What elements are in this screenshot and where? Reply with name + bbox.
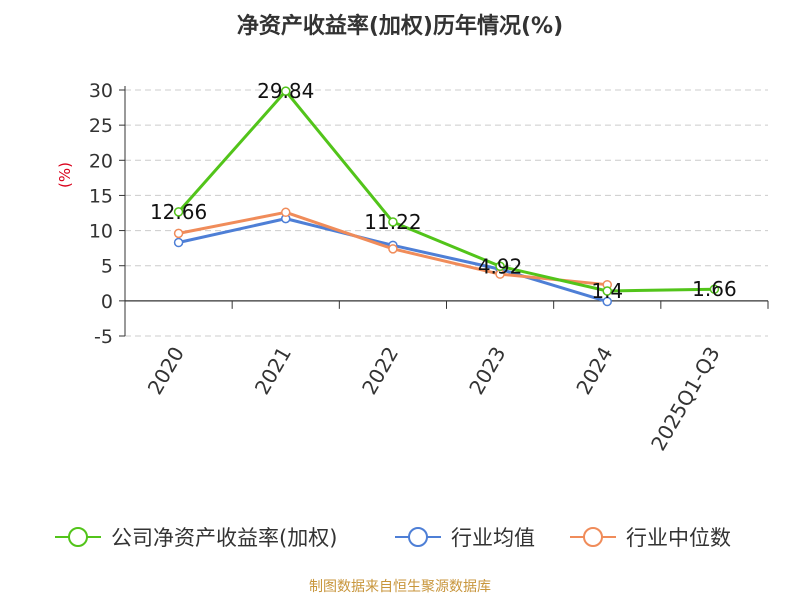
x-tick-label: 2025Q1-Q3 [646,343,725,455]
data-point [173,228,184,239]
x-tick-label: 2022 [357,343,403,399]
y-tick-label: 30 [89,80,113,102]
data-point [281,86,291,96]
legend-label: 公司净资产收益率(加权) [111,526,337,550]
x-tick-label: 2023 [464,343,510,399]
legend-label: 行业中位数 [626,526,731,550]
legend-marker [408,527,428,547]
y-tick-label: 15 [89,185,113,207]
y-tick-label: 0 [101,291,113,313]
chart-title: 净资产收益率(加权)历年情况(%) [237,13,563,39]
data-label: 29.84 [257,79,314,103]
data-point [602,286,612,296]
y-tick-label: 20 [89,150,113,172]
x-tick-label: 2020 [143,343,189,399]
legend-marker [583,527,603,547]
y-tick-label: -5 [94,326,113,348]
data-label: 11.22 [364,210,421,234]
data-label: 1.66 [692,277,737,301]
x-tick-label: 2024 [571,343,617,399]
data-point [602,296,612,307]
y-tick-label: 5 [101,256,113,278]
source-note: 制图数据来自恒生聚源数据库 [309,579,491,595]
data-label: 4.92 [478,254,523,278]
series-line [177,89,716,293]
data-point [388,244,398,254]
data-label: 1.4 [591,279,623,303]
x-tick-label: 2021 [250,343,296,399]
data-point [388,217,398,227]
legend-marker [68,527,88,547]
y-tick-label: 25 [89,115,113,137]
data-point [173,237,184,248]
y-tick-label: 10 [89,221,113,243]
data-point [709,284,720,294]
data-point [173,207,184,217]
data-point [281,207,291,218]
y-axis-label: (%) [56,162,74,188]
data-point [495,261,505,272]
data-label: 12.66 [150,200,207,224]
legend-label: 行业均值 [451,526,535,550]
